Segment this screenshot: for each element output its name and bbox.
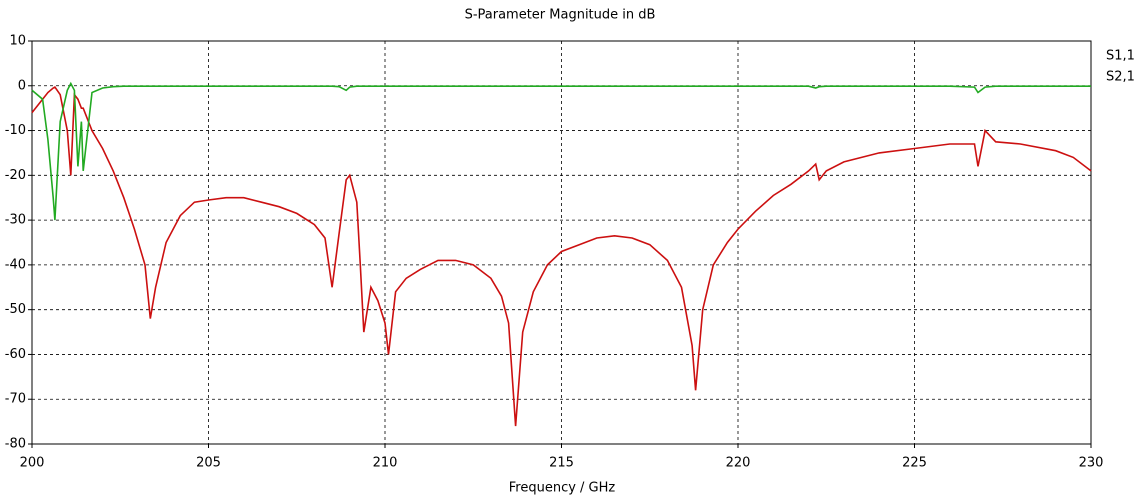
y-tick-label: 10: [9, 34, 26, 49]
y-tick-label: -40: [5, 257, 26, 272]
chart-title: S-Parameter Magnitude in dB: [465, 8, 656, 23]
x-tick-label: 200: [20, 456, 45, 471]
y-tick-label: -30: [5, 213, 26, 228]
legend-label: S1,1: [1106, 49, 1135, 64]
x-tick-label: 225: [902, 456, 927, 471]
x-tick-label: 210: [373, 456, 398, 471]
y-tick-label: -10: [5, 123, 26, 138]
x-tick-label: 220: [726, 456, 751, 471]
series-line: [31, 86, 1092, 427]
y-tick-label: -70: [5, 392, 26, 407]
y-tick-label: -50: [5, 302, 26, 317]
y-tick-label: 0: [18, 78, 26, 93]
y-tick-label: -60: [5, 347, 26, 362]
series-line: [31, 81, 1091, 221]
y-tick-label: -80: [5, 437, 26, 452]
x-tick-label: 230: [1079, 456, 1104, 471]
x-tick-label: 205: [196, 456, 221, 471]
x-tick-label: 215: [549, 456, 574, 471]
x-axis-label: Frequency / GHz: [509, 481, 616, 496]
legend-label: S2,1: [1106, 70, 1135, 85]
y-tick-label: -20: [5, 168, 26, 183]
